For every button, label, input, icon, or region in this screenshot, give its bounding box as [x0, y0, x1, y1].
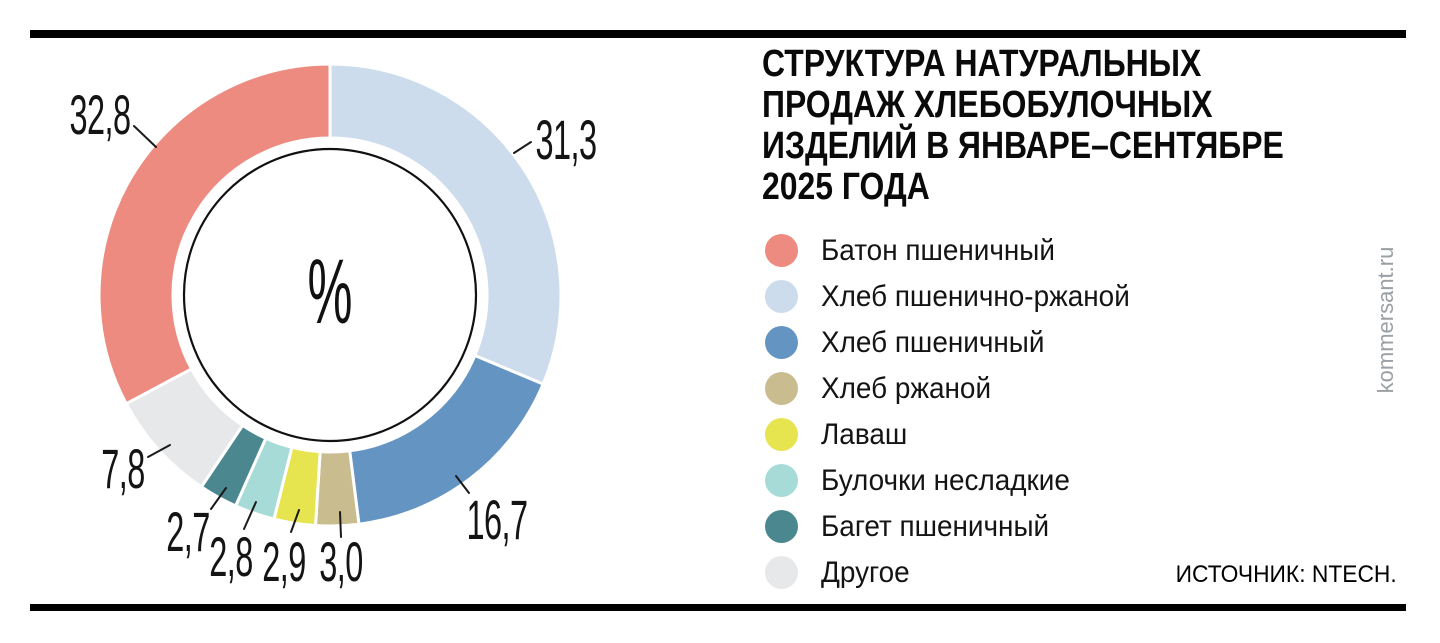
legend-swatch	[765, 280, 798, 313]
slice-value-label: 16,7	[466, 488, 528, 551]
slice-leader-line	[455, 475, 470, 494]
legend-item: Другое	[765, 556, 1153, 589]
legend-label: Багет пшеничный	[821, 509, 1050, 543]
source-credit: ИСТОЧНИК: NTECH.	[1175, 561, 1397, 588]
legend-swatch	[765, 418, 798, 451]
donut-center-unit: %	[307, 241, 353, 343]
watermark: kommersant.ru	[1373, 246, 1398, 394]
slice-leader-line	[147, 444, 171, 458]
legend-item: Лаваш	[765, 418, 1153, 451]
donut-slice-0	[328, 62, 563, 387]
legend-item: Булочки несладкие	[765, 464, 1153, 497]
donut-chart: % 31,3 16,7 3,0 2,9 2,8 2,7 7,8 32,8	[0, 0, 660, 643]
legend-label: Лаваш	[821, 417, 908, 451]
legend-swatch	[765, 510, 798, 543]
donut-slice-7	[97, 62, 332, 406]
slice-leader-line	[133, 125, 157, 148]
legend-label: Другое	[821, 555, 910, 589]
legend-item: Хлеб пшеничный	[765, 326, 1153, 359]
chart-title-line: 2025 ГОДА	[762, 166, 930, 208]
legend-swatch	[765, 464, 798, 497]
legend-item: Багет пшеничный	[765, 510, 1153, 543]
legend-item: Батон пшеничный	[765, 234, 1153, 267]
slice-value-label: 31,3	[535, 108, 597, 171]
slice-leader-line	[290, 509, 300, 533]
legend-label: Батон пшеничный	[821, 233, 1055, 267]
donut-slice-2	[313, 449, 361, 528]
slice-leader-line	[243, 501, 257, 530]
legend-swatch	[765, 234, 798, 267]
legend-swatch	[765, 556, 798, 589]
slice-leader-line	[339, 511, 342, 538]
chart-title-line: ИЗДЕЛИЙ В ЯНВАРЕ–СЕНТЯБРЕ	[762, 125, 1284, 167]
chart-title-line: СТРУКТУРА НАТУРАЛЬНЫХ	[762, 43, 1202, 85]
legend-swatch	[765, 326, 798, 359]
slice-value-label: 7,8	[101, 437, 145, 500]
chart-title: СТРУКТУРА НАТУРАЛЬНЫХ ПРОДАЖ ХЛЕБОБУЛОЧН…	[762, 44, 1284, 208]
legend-label: Булочки несладкие	[821, 463, 1070, 497]
donut-svg	[97, 62, 563, 538]
slice-value-label: 2,9	[262, 530, 306, 593]
slice-value-label: 2,7	[166, 500, 210, 563]
legend-item: Хлеб пшенично-ржаной	[765, 280, 1153, 313]
legend-label: Хлеб пшеничный	[821, 325, 1045, 359]
legend: Батон пшеничный Хлеб пшенично-ржаной Хлеб …	[765, 234, 1153, 602]
chart-title-line: ПРОДАЖ ХЛЕБОБУЛОЧНЫХ	[762, 84, 1213, 126]
slice-leader-line	[513, 141, 532, 154]
legend-swatch	[765, 372, 798, 405]
donut-inner-ring	[182, 147, 478, 443]
slice-value-label: 2,8	[209, 525, 253, 588]
slice-leader-line	[210, 487, 227, 510]
slice-value-label: 3,0	[319, 530, 363, 593]
top-rule	[30, 30, 1406, 38]
legend-label: Хлеб пшенично-ржаной	[821, 279, 1130, 313]
legend-item: Хлеб ржаной	[765, 372, 1153, 405]
legend-label: Хлеб ржаной	[821, 371, 992, 405]
bottom-rule	[30, 604, 1406, 611]
slice-value-label: 32,8	[69, 83, 131, 146]
